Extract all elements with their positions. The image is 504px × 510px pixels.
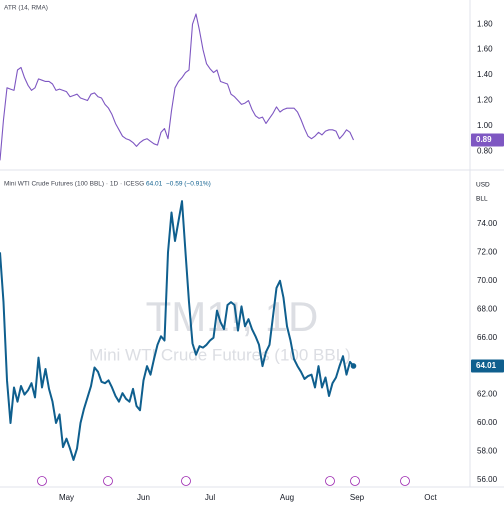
y-tick-label: 1.20 (477, 96, 493, 105)
y-tick-label: 0.80 (477, 147, 493, 156)
line (0, 13, 354, 161)
y-tick-label: 1.60 (477, 45, 493, 54)
x-tick-label: Aug (280, 493, 294, 502)
x-tick-label: Oct (424, 493, 437, 502)
x-tick-label: Jun (137, 493, 150, 502)
x-tick-label: Sep (350, 493, 365, 502)
event-marker[interactable] (181, 476, 191, 486)
price-title: Mini WTI Crude Futures (100 BBL) · 1D · … (4, 181, 144, 188)
currency-label: USD (476, 182, 490, 189)
header-change: −0.59 (−0.91%) (166, 181, 211, 188)
watermark-symbol: TM1!, 1D (146, 293, 319, 340)
y-tick-label: 1.40 (477, 70, 493, 79)
y-tick-label: 58.00 (477, 447, 498, 456)
y-tick-label: 68.00 (477, 304, 498, 313)
last-value-label: 0.89 (476, 135, 492, 144)
y-tick-label: 1.80 (477, 19, 493, 28)
event-marker[interactable] (37, 476, 47, 486)
x-tick-label: May (59, 493, 74, 502)
last-value-badge (471, 359, 504, 373)
y-tick-label: 66.00 (477, 333, 498, 342)
y-tick-label: 70.00 (477, 276, 498, 285)
event-marker[interactable] (350, 476, 360, 486)
line (0, 200, 355, 461)
last-point (350, 363, 357, 369)
y-tick-label: 1.00 (477, 121, 493, 130)
y-tick-label: 74.00 (477, 219, 498, 228)
event-marker[interactable] (400, 476, 410, 486)
unit-label: BLL (476, 196, 488, 203)
y-tick-label: 56.00 (477, 475, 498, 484)
event-marker[interactable] (103, 476, 113, 486)
header-last: 64.01 (146, 181, 163, 188)
x-tick-label: Jul (205, 493, 215, 502)
event-marker[interactable] (325, 476, 335, 486)
watermark-name: Mini WTI Crude Futures (100 BBL) (89, 345, 351, 364)
last-value-label: 64.01 (476, 361, 497, 370)
atr-title: ATR (14, RMA) (4, 5, 48, 12)
y-tick-label: 60.00 (477, 418, 498, 427)
event-markers (37, 476, 410, 486)
y-tick-label: 62.00 (477, 390, 498, 399)
last-value-badge (471, 133, 504, 147)
y-tick-label: 72.00 (477, 247, 498, 256)
